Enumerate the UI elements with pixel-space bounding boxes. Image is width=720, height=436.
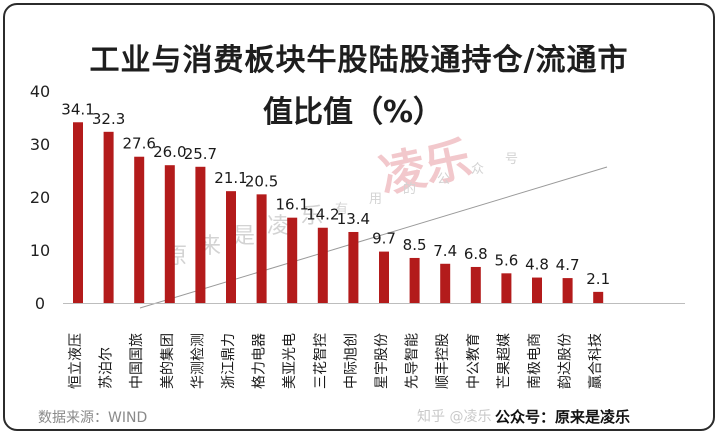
bar	[440, 263, 451, 303]
wechat-account-label: 公众号：原来是凌乐	[495, 408, 631, 426]
bar-value-label: 6.8	[464, 245, 488, 263]
bar-value-label: 7.4	[433, 242, 457, 260]
category-label: 美亚光电	[282, 333, 298, 389]
diagonal-watermark-char: 号	[505, 152, 518, 167]
diagonal-watermark-char: 的	[403, 181, 416, 197]
bar	[103, 131, 114, 303]
bar-value-label: 26.0	[153, 143, 186, 161]
bar-value-label: 14.2	[306, 206, 339, 224]
diagonal-watermark-char: 有	[335, 202, 348, 217]
y-tick-label: 0	[35, 294, 45, 313]
bar	[73, 122, 83, 304]
bar-value-label: 4.7	[556, 256, 580, 274]
bar	[195, 166, 206, 303]
category-label: 南极电商	[527, 333, 543, 389]
bar	[256, 194, 267, 303]
chart-title-line-1: 工业与消费板块牛股陆股通持仓/流通市	[89, 43, 629, 78]
seal-watermark: 凌乐	[375, 131, 476, 203]
bar-value-label: 2.1	[586, 270, 610, 288]
bar	[470, 266, 481, 303]
bar	[134, 156, 145, 303]
chart-title-line-2: 值比值（%）	[262, 95, 444, 130]
category-label: 顺丰控股	[435, 333, 451, 389]
bar	[287, 217, 298, 303]
diagonal-watermark-char: 是	[233, 224, 255, 249]
bar	[593, 291, 604, 303]
bar-chart: 凌乐原来是凌乐有用的公众号01020304034.1恒立液压32.3苏泊尔27.…	[30, 82, 685, 389]
bar	[379, 251, 389, 303]
diagonal-watermark-char: 公	[437, 172, 450, 187]
category-label: 浙江鼎力	[221, 333, 237, 389]
bar	[409, 257, 420, 303]
category-label: 中公教育	[466, 333, 482, 389]
diagonal-watermark-char: 凌	[267, 214, 289, 239]
bar	[348, 231, 359, 303]
data-source-note: 数据来源：WIND	[38, 410, 148, 426]
bar	[164, 165, 175, 303]
bar-value-label: 20.5	[245, 172, 278, 190]
diagonal-watermark-char: 众	[471, 162, 484, 177]
diagonal-watermark-char: 用	[369, 192, 382, 207]
bar-value-label: 34.1	[61, 100, 94, 118]
bar-value-label: 32.3	[92, 110, 125, 128]
category-label: 格力电器	[252, 333, 268, 389]
bar-value-label: 5.6	[494, 251, 518, 269]
category-label: 苏泊尔	[99, 347, 115, 389]
bar	[532, 277, 542, 303]
category-label: 华测检测	[190, 333, 206, 389]
category-label: 中国国旅	[129, 333, 145, 389]
bar	[562, 278, 573, 303]
bar-value-label: 27.6	[122, 135, 155, 153]
zhihu-watermark: 知乎 @凌乐	[417, 409, 492, 425]
bar-value-label: 16.1	[275, 196, 308, 214]
chart-frame: 工业与消费板块牛股陆股通持仓/流通市 值比值（%） 凌乐原来是凌乐有用的公众号 0…	[3, 3, 715, 431]
y-tick-label: 30	[30, 135, 50, 154]
y-tick-label: 20	[30, 188, 50, 207]
bar-value-label: 9.7	[372, 230, 396, 248]
category-label: 恒立液压	[68, 333, 84, 389]
category-label: 星宇股份	[374, 333, 390, 389]
category-label: 赢合科技	[587, 333, 604, 389]
category-label: 美的集团	[159, 333, 176, 389]
bar-value-label: 13.4	[337, 210, 370, 228]
bar	[226, 191, 236, 303]
category-label: 韵达股份	[558, 333, 574, 389]
category-label: 芒果超媒	[496, 333, 512, 389]
category-label: 先导智能	[405, 333, 421, 389]
category-label: 中际旭创	[343, 333, 359, 389]
y-tick-label: 40	[30, 82, 50, 101]
bar	[501, 273, 512, 303]
y-tick-label: 10	[30, 241, 50, 260]
diagonal-watermark-char: 乐	[301, 204, 323, 229]
bar-value-label: 21.1	[214, 169, 247, 187]
bar-value-label: 25.7	[184, 145, 217, 163]
bar	[317, 227, 328, 303]
bar-value-label: 8.5	[403, 236, 427, 254]
category-label: 三花智控	[313, 333, 329, 389]
bar-value-label: 4.8	[525, 256, 549, 274]
diagonal-watermark-line	[139, 166, 608, 309]
